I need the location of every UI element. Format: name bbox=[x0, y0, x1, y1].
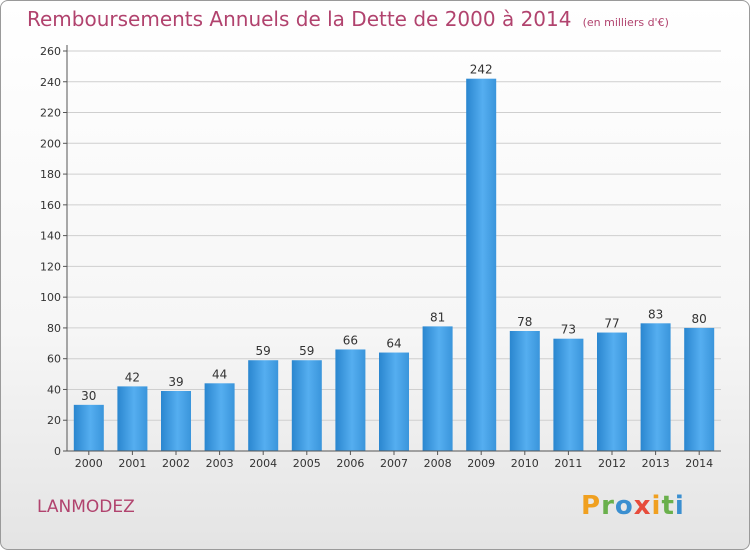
x-tick-label-2001: 2001 bbox=[118, 457, 146, 470]
value-label-2011: 73 bbox=[561, 323, 576, 337]
value-label-2003: 44 bbox=[212, 367, 227, 381]
y-tick-label: 160 bbox=[40, 199, 61, 212]
y-tick-label: 80 bbox=[47, 322, 61, 335]
x-tick-label-2013: 2013 bbox=[642, 457, 670, 470]
chart-title: Remboursements Annuels de la Dette de 20… bbox=[27, 7, 669, 31]
proxiti-logo: Proxiti bbox=[581, 491, 685, 521]
y-tick-label: 140 bbox=[40, 230, 61, 243]
y-tick-label: 20 bbox=[47, 414, 61, 427]
bar-2011 bbox=[553, 338, 584, 451]
value-label-2000: 30 bbox=[81, 389, 96, 403]
bar-2007 bbox=[379, 352, 409, 451]
value-label-2012: 77 bbox=[604, 317, 619, 331]
bar-2008 bbox=[422, 326, 453, 451]
y-tick-label: 40 bbox=[47, 383, 61, 396]
bar-2009 bbox=[466, 78, 497, 451]
logo-letter: P bbox=[581, 491, 602, 521]
x-tick-label-2008: 2008 bbox=[424, 457, 452, 470]
bar-2003 bbox=[204, 383, 235, 451]
value-label-2007: 64 bbox=[386, 337, 401, 351]
x-tick-label-2005: 2005 bbox=[293, 457, 321, 470]
x-tick-label-2011: 2011 bbox=[554, 457, 582, 470]
y-tick-label: 200 bbox=[40, 137, 61, 150]
bar-2010 bbox=[509, 331, 540, 451]
value-label-2010: 78 bbox=[517, 315, 532, 329]
bar-2014 bbox=[684, 327, 715, 451]
logo-letter: t bbox=[661, 491, 675, 521]
y-tick-label: 220 bbox=[40, 107, 61, 120]
value-label-2002: 39 bbox=[168, 375, 183, 389]
value-label-2014: 80 bbox=[692, 312, 707, 326]
bar-2005 bbox=[291, 360, 322, 451]
logo-letter: x bbox=[633, 491, 652, 521]
y-tick-label: 120 bbox=[40, 260, 61, 273]
logo-letter: r bbox=[601, 491, 615, 521]
x-tick-label-2004: 2004 bbox=[249, 457, 277, 470]
bar-2001 bbox=[117, 386, 148, 451]
bar-2012 bbox=[597, 332, 627, 451]
value-label-2008: 81 bbox=[430, 310, 445, 324]
value-label-2009: 242 bbox=[470, 63, 493, 77]
y-tick-label: 240 bbox=[40, 76, 61, 89]
value-label-2001: 42 bbox=[125, 370, 140, 384]
x-tick-label-2000: 2000 bbox=[75, 457, 103, 470]
labels: 0 20 40 60 80 100 120 140 160 180 200 220 240 260 30 20… bbox=[40, 45, 713, 470]
logo-letter: i bbox=[674, 491, 685, 521]
y-tick-label: 60 bbox=[47, 353, 61, 366]
bar-2006 bbox=[335, 349, 366, 451]
bar-2013 bbox=[640, 323, 671, 451]
bars bbox=[73, 78, 715, 451]
x-tick-label-2014: 2014 bbox=[685, 457, 713, 470]
y-tick-label: 180 bbox=[40, 168, 61, 181]
logo-letter: o bbox=[614, 491, 634, 521]
title-unit: (en milliers d'€) bbox=[582, 16, 669, 29]
y-tick-label: 100 bbox=[40, 291, 61, 304]
logo-letter: i bbox=[651, 491, 662, 521]
x-tick-label-2006: 2006 bbox=[336, 457, 364, 470]
bar-2000 bbox=[73, 404, 104, 451]
x-tick-label-2010: 2010 bbox=[511, 457, 539, 470]
y-tick-label: 0 bbox=[54, 445, 61, 458]
town-name: LANMODEZ bbox=[37, 497, 135, 517]
x-tick-label-2003: 2003 bbox=[206, 457, 234, 470]
x-tick-label-2007: 2007 bbox=[380, 457, 408, 470]
bar-2004 bbox=[248, 360, 279, 451]
value-label-2006: 66 bbox=[343, 333, 358, 347]
bar-2002 bbox=[161, 391, 191, 451]
y-tick-label: 260 bbox=[40, 45, 61, 58]
axes bbox=[63, 45, 721, 455]
value-label-2013: 83 bbox=[648, 307, 663, 321]
x-tick-label-2009: 2009 bbox=[467, 457, 495, 470]
x-tick-label-2002: 2002 bbox=[162, 457, 190, 470]
x-tick-label-2012: 2012 bbox=[598, 457, 626, 470]
value-label-2004: 59 bbox=[256, 344, 271, 358]
title-text: Remboursements Annuels de la Dette de 20… bbox=[27, 7, 572, 31]
value-label-2005: 59 bbox=[299, 344, 314, 358]
